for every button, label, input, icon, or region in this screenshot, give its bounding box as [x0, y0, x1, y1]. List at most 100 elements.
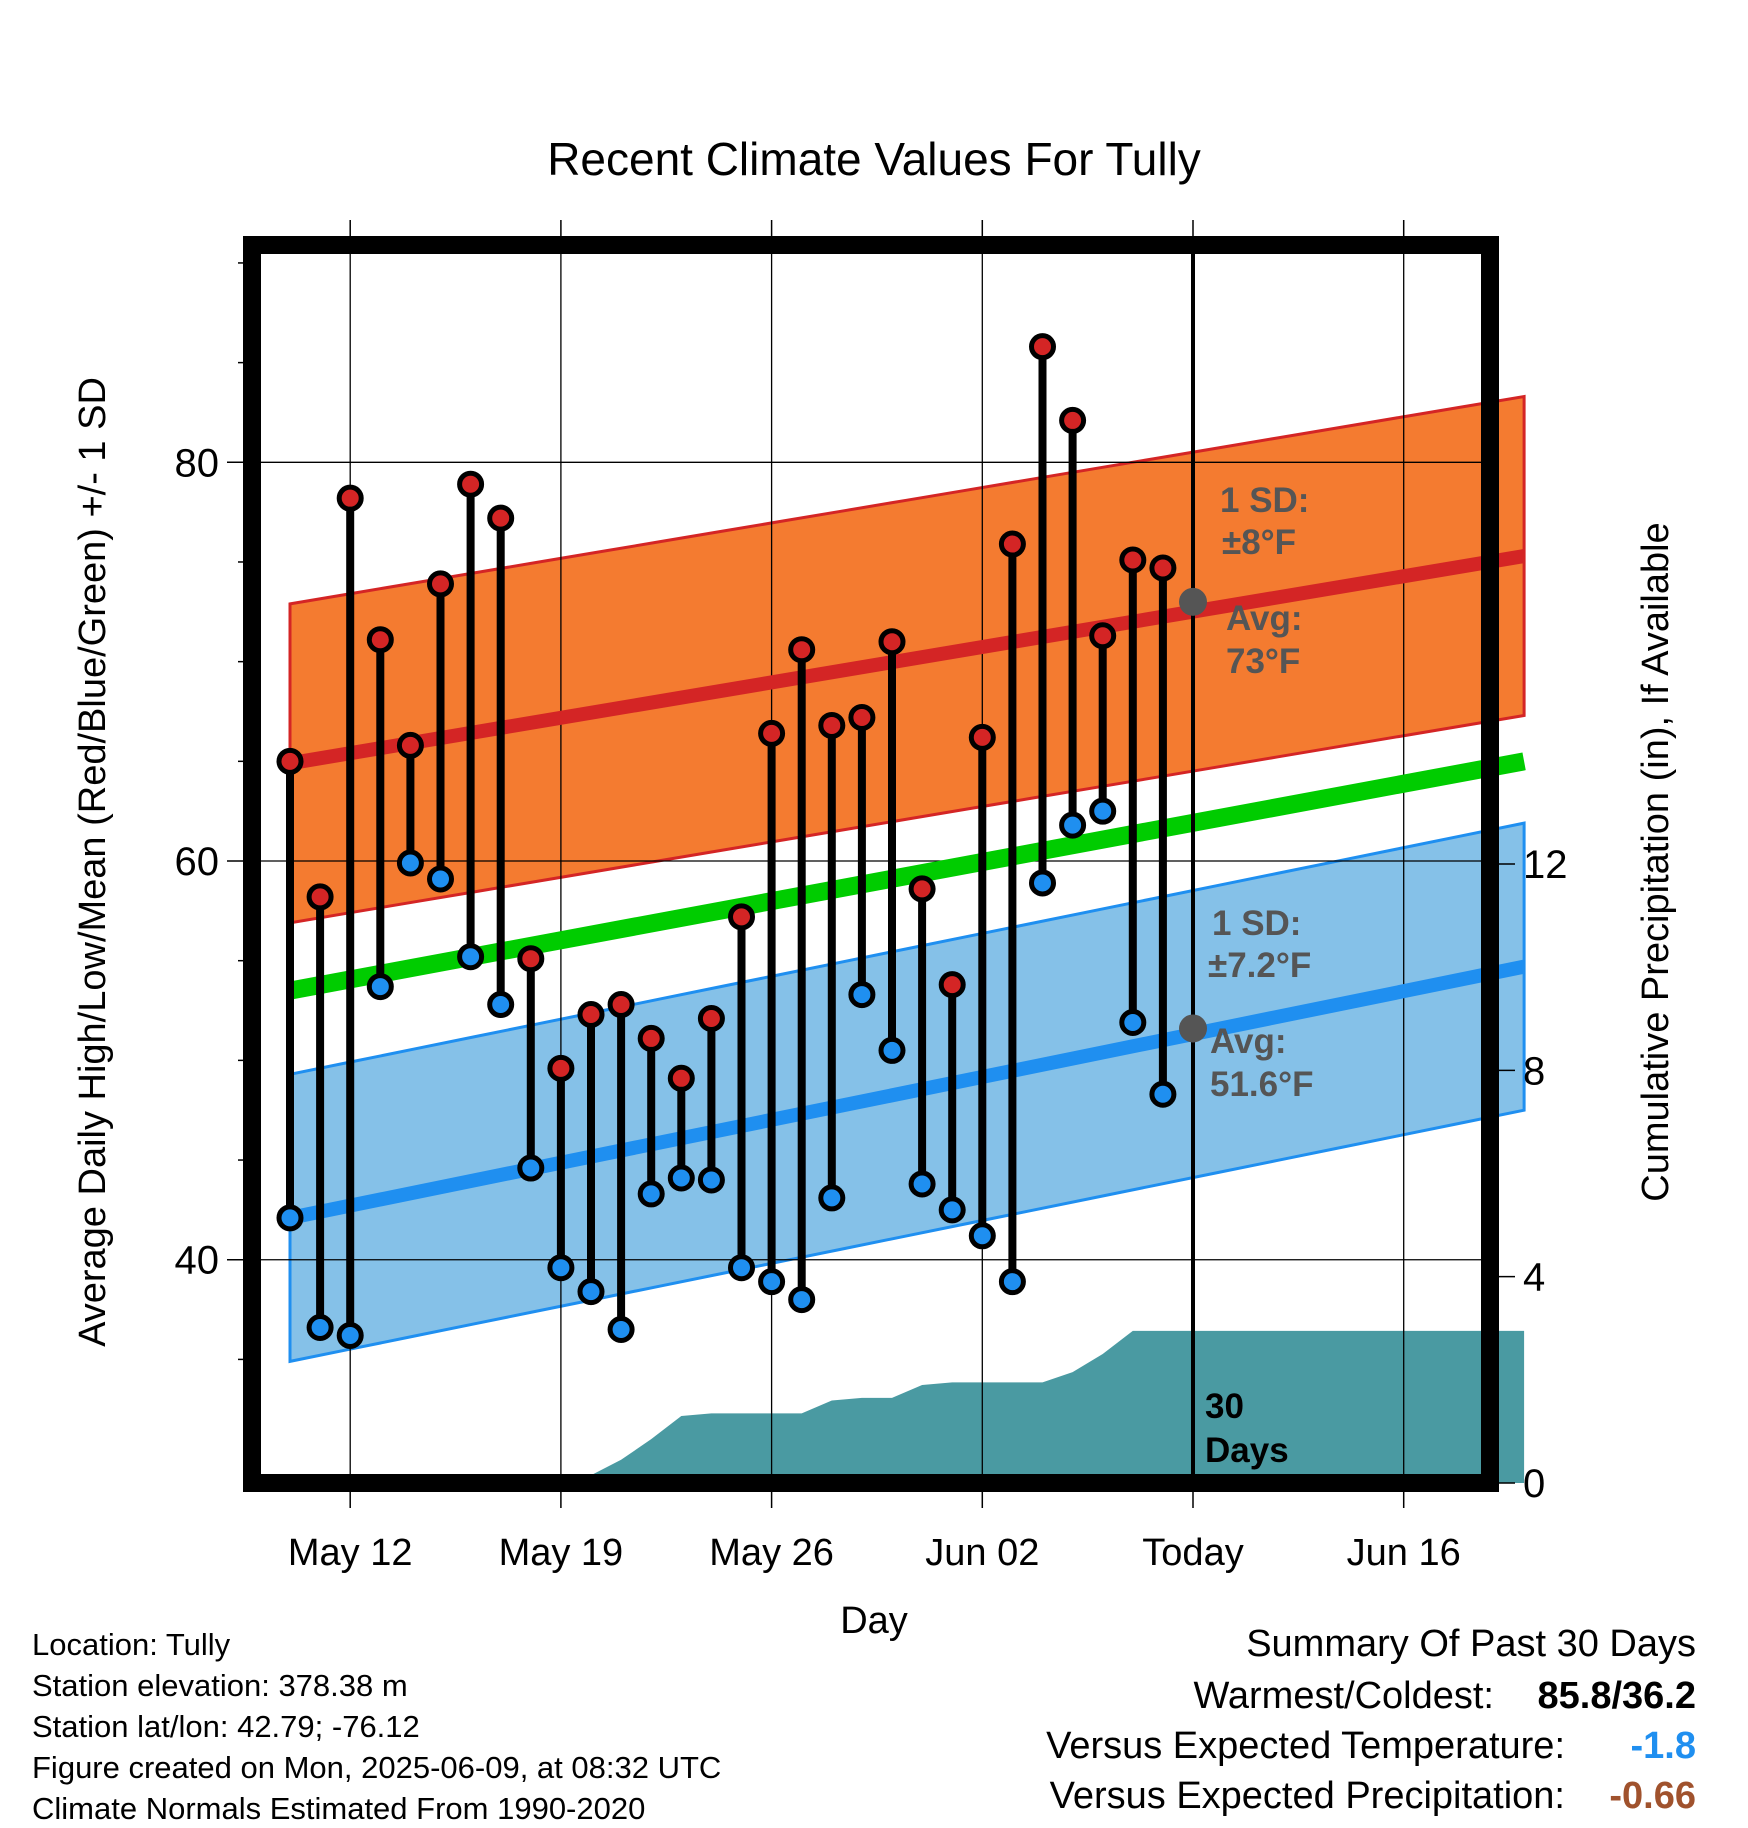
normal-lines: [288, 549, 1526, 1225]
daily-low-marker: [1119, 1008, 1147, 1036]
x-tick-label: May 19: [499, 1532, 624, 1574]
daily-high-marker: [1149, 554, 1177, 582]
daily-low-marker: [577, 1278, 605, 1306]
daily-low-marker: [938, 1196, 966, 1224]
daily-high-marker: [336, 484, 364, 512]
station-elevation: Station elevation: 378.38 m: [32, 1668, 408, 1703]
daily-high-marker: [607, 991, 635, 1019]
daily-low-marker: [1029, 869, 1056, 897]
daily-high-marker: [938, 971, 966, 999]
daily-low-marker: [1059, 811, 1087, 839]
daily-high-marker: [1119, 546, 1147, 574]
daily-low-marker: [818, 1184, 846, 1212]
temp-departure-label: Versus Expected Temperature:: [1046, 1725, 1565, 1767]
station-location: Location: Tully: [32, 1627, 231, 1662]
daily-low-marker: [517, 1154, 545, 1182]
mean-line: [288, 752, 1526, 1000]
daily-high-marker: [697, 1005, 725, 1033]
daily-high-marker: [1029, 333, 1056, 361]
low-sd-value: ±7.2°F: [1208, 946, 1311, 985]
daily-high-marker: [728, 903, 755, 931]
daily-high-marker: [998, 530, 1026, 558]
daily-high-marker: [818, 711, 846, 739]
daily-high-marker: [1089, 622, 1117, 650]
daily-high-marker: [276, 747, 304, 775]
mean-low-line: [288, 959, 1526, 1225]
daily-high-marker: [968, 723, 996, 751]
x-tick-label: May 26: [709, 1532, 834, 1574]
daily-high-marker: [366, 626, 394, 654]
high-avg-value: 73°F: [1226, 642, 1300, 681]
daily-high-marker: [396, 731, 424, 759]
daily-high-marker: [427, 570, 454, 598]
daily-low-marker: [637, 1180, 665, 1208]
chart-title: Recent Climate Values For Tully: [547, 133, 1201, 185]
daily-low-marker: [366, 973, 394, 1001]
x-tick-label: May 12: [288, 1532, 413, 1574]
daily-low-marker: [788, 1286, 816, 1314]
daily-high-marker: [1059, 406, 1087, 434]
daily-low-marker: [427, 865, 454, 893]
daily-low-marker: [457, 943, 485, 971]
daily-low-marker: [547, 1254, 575, 1282]
daily-high-marker: [457, 470, 485, 498]
station-latlon: Station lat/lon: 42.79; -76.12: [32, 1709, 420, 1744]
daily-low-marker: [487, 991, 515, 1019]
daily-low-marker: [998, 1268, 1026, 1296]
high-sd-label: 1 SD:: [1220, 481, 1309, 520]
temp-departure-value: -1.8: [1631, 1725, 1696, 1767]
daily-low-marker: [697, 1166, 725, 1194]
band-annotations: 1 SD: ±8°F Avg: 73°F 1 SD: ±7.2°F Avg: 5…: [1205, 481, 1314, 1470]
figure-created: Figure created on Mon, 2025-06-09, at 08…: [32, 1750, 721, 1785]
climate-normals-note: Climate Normals Estimated From 1990-2020: [32, 1791, 645, 1826]
y-tick-label-right: 4: [1523, 1256, 1545, 1300]
y-tick-label-left: 80: [175, 441, 220, 485]
station-info: Location: Tully Station elevation: 378.3…: [32, 1627, 721, 1826]
daily-high-marker: [788, 636, 816, 664]
today-average-markers: [1179, 587, 1207, 1043]
y-axis-label-right: Cumulative Precipitation (in), If Availa…: [1635, 522, 1677, 1201]
daily-high-marker: [517, 945, 545, 973]
daily-low-marker: [336, 1321, 364, 1349]
daily-high-marker: [878, 628, 906, 656]
summary-title: Summary Of Past 30 Days: [1246, 1623, 1696, 1665]
y-tick-label-right: 12: [1523, 843, 1568, 887]
y-axis-label-left: Average Daily High/Low/Mean (Red/Blue/Gr…: [72, 377, 114, 1347]
x-tick-label: Jun 02: [925, 1532, 1039, 1574]
y-tick-label-right: 8: [1523, 1049, 1545, 1093]
high-sd-value: ±8°F: [1222, 523, 1296, 562]
daily-high-marker: [908, 875, 936, 903]
days-unit-label: Days: [1205, 1431, 1289, 1470]
daily-low-marker: [396, 849, 424, 877]
high-avg-label: Avg:: [1226, 599, 1302, 638]
daily-high-marker: [487, 504, 515, 532]
daily-low-marker: [1089, 797, 1117, 825]
daily-high-marker: [306, 883, 334, 911]
days-count-label: 30: [1205, 1387, 1244, 1426]
y-tick-label-left: 60: [175, 840, 220, 884]
summary-panel: Summary Of Past 30 Days Warmest/Coldest:…: [1046, 1623, 1696, 1817]
daily-low-marker: [968, 1222, 996, 1250]
precip-departure-value: -0.66: [1609, 1775, 1696, 1817]
daily-low-marker: [607, 1315, 635, 1343]
daily-temperature-bars: [276, 333, 1177, 1349]
high-avg-marker: [1179, 587, 1207, 616]
daily-low-marker: [878, 1036, 906, 1064]
daily-high-marker: [758, 719, 786, 747]
low-sd-label: 1 SD:: [1212, 904, 1301, 943]
daily-low-marker: [758, 1268, 786, 1296]
precipitation-area: [290, 1330, 1525, 1483]
low-avg-marker: [1179, 1014, 1207, 1043]
daily-low-marker: [276, 1204, 304, 1232]
y-tick-label-left: 40: [175, 1239, 220, 1283]
low-avg-value: 51.6°F: [1210, 1065, 1314, 1104]
daily-high-marker: [667, 1064, 695, 1092]
daily-high-marker: [547, 1054, 575, 1082]
daily-low-marker: [848, 981, 876, 1009]
x-tick-label: Today: [1142, 1532, 1243, 1574]
daily-low-marker: [667, 1164, 695, 1192]
warmest-coldest-value: 85.8/36.2: [1538, 1675, 1696, 1717]
precip-departure-label: Versus Expected Precipitation:: [1050, 1775, 1565, 1817]
axis-ticks: May 12 May 19 May 26 Jun 02 Today Jun 1640608…: [175, 220, 1568, 1574]
